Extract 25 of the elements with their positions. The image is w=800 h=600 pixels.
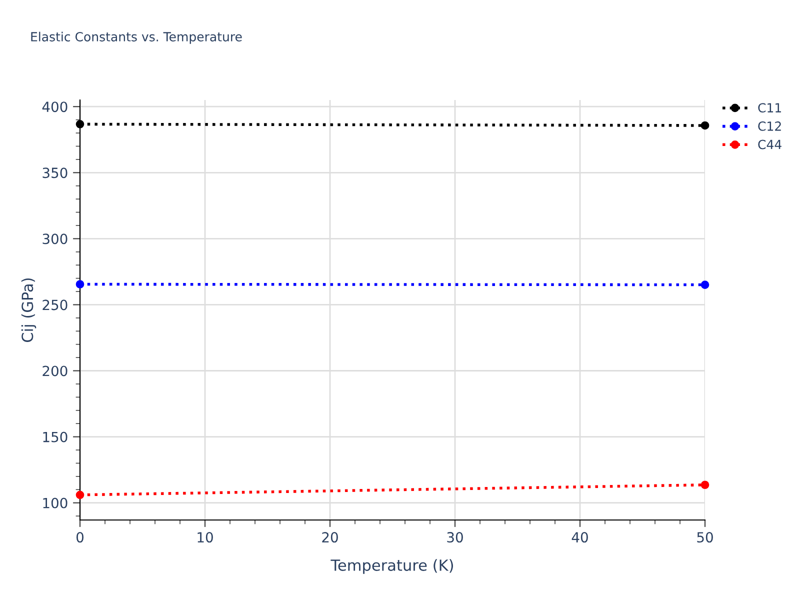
legend-label: C12 — [758, 121, 781, 131]
y-tick-label: 150 — [43, 432, 68, 442]
point — [76, 280, 84, 288]
y-tick-label: 200 — [42, 366, 68, 376]
point — [700, 480, 710, 490]
legend-label: C44 — [758, 140, 782, 150]
point — [76, 490, 84, 500]
x-tick-label: 50 — [697, 532, 713, 543]
x-tick-label: 30 — [447, 532, 463, 543]
y-tick-label: 250 — [42, 300, 68, 310]
point — [76, 120, 84, 128]
y-tick-label: 350 — [42, 168, 68, 178]
point — [700, 280, 710, 289]
point — [700, 121, 710, 130]
x-tick-label: 20 — [322, 532, 338, 543]
y-axis-title: Cij (GPa) — [21, 278, 36, 342]
x-tick-label: 40 — [572, 532, 588, 543]
x-tick-label: 10 — [198, 532, 213, 543]
x-tick-label: 0 — [76, 532, 84, 543]
legend-label: C11 — [758, 103, 781, 113]
y-tick-label: 100 — [43, 498, 68, 508]
y-tick-label: 400 — [42, 102, 68, 112]
x-axis-title: Temperature (K) — [330, 559, 453, 574]
chart-title: Elastic Constants vs. Temperature — [31, 32, 242, 44]
y-tick-label: 300 — [42, 234, 68, 244]
